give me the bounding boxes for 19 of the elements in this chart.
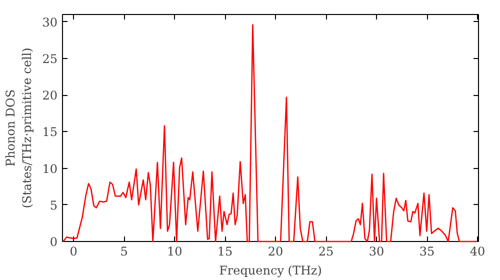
y-tick-label: 5 [50, 198, 58, 212]
x-tick-label: 30 [368, 244, 384, 258]
x-tick-label: 0 [70, 244, 78, 258]
x-tick-label: 25 [318, 244, 334, 258]
x-tick-label: 35 [419, 244, 435, 258]
y-tick-label: 20 [42, 88, 58, 103]
y-axis-title: Phonon DOS (States/THz·primitive cell) [3, 48, 34, 208]
y-tick-label: 25 [42, 52, 58, 66]
x-tick-label: 5 [120, 244, 128, 258]
x-tick-label: 15 [217, 244, 233, 258]
x-tick-label: 40 [470, 244, 486, 258]
y-tick-label: 0 [50, 235, 58, 249]
x-tick-label: 20 [268, 244, 284, 258]
x-tick-label: 10 [166, 244, 182, 258]
y-tick-label: 10 [42, 162, 58, 176]
y-tick-label: 30 [42, 15, 58, 30]
line-series [62, 24, 478, 242]
y-tick-label: 15 [42, 125, 58, 140]
x-axis-title: Frequency (THz) [219, 264, 322, 278]
